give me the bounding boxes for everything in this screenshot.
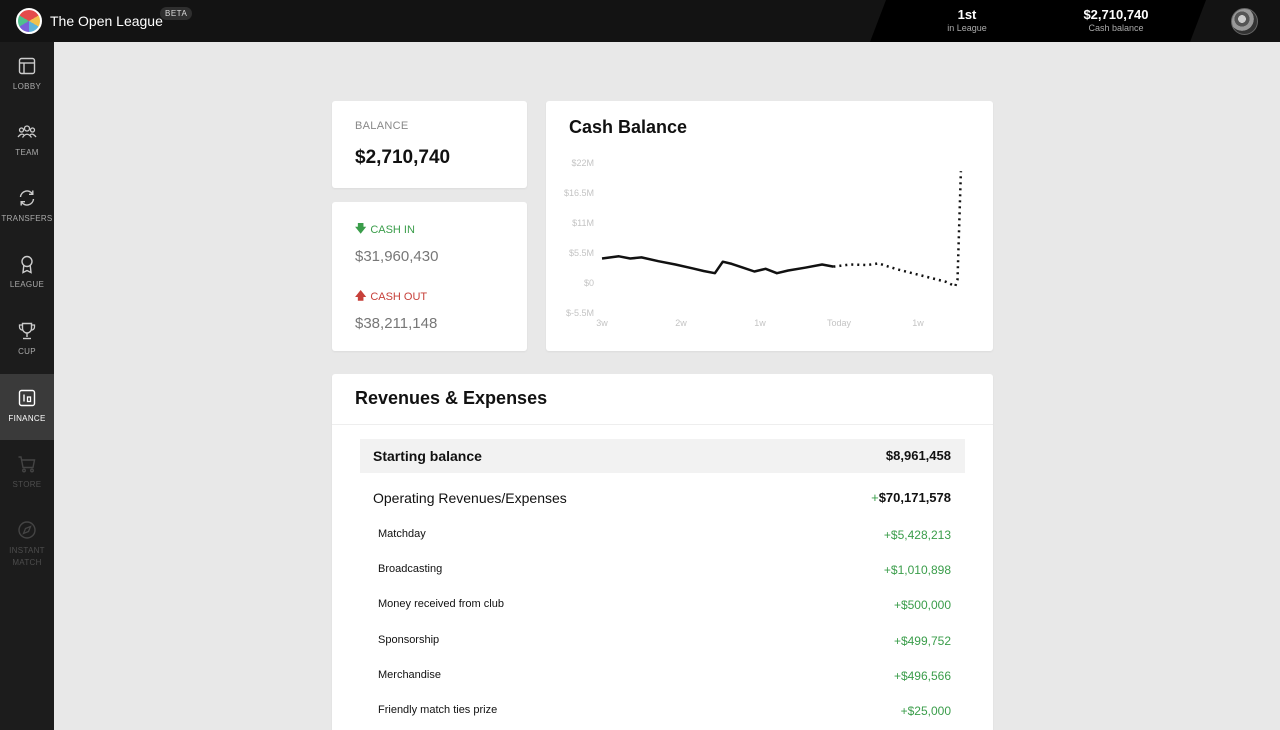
top-bar: The Open League BETA 1st in League $2,71…	[0, 0, 1280, 42]
line-item-label: Merchandise	[378, 669, 441, 681]
y-tick-label: $11M	[572, 218, 594, 228]
beta-badge: BETA	[160, 7, 193, 20]
app-name: The Open League	[50, 13, 163, 29]
sidebar-item-instant-match[interactable]: INSTANT MATCH	[0, 506, 54, 572]
balance-label: BALANCE	[355, 120, 409, 132]
league-rank-label: in League	[947, 23, 987, 33]
cart-icon	[18, 456, 36, 473]
balance-value: $2,710,740	[355, 147, 451, 168]
lobby-icon	[18, 57, 36, 75]
y-tick-label: $16.5M	[564, 188, 594, 198]
sidebar-item-label: TRANSFERS	[1, 214, 53, 223]
line-item-label: Money received from club	[378, 598, 504, 610]
revenues-expenses-card: Revenues & Expenses Starting balance $8,…	[332, 374, 993, 730]
sidebar-item-label: CUP	[18, 347, 36, 356]
operating-sign: +	[871, 490, 879, 505]
line-item-value: +$500,000	[893, 598, 951, 612]
league-rank-value: 1st	[957, 7, 977, 22]
sidebar-item-lobby[interactable]: LOBBY	[0, 42, 54, 108]
cash-in-label-text: CASH IN	[370, 223, 415, 236]
historical-balance-line	[601, 255, 834, 275]
line-item-value: +$499,752	[893, 634, 951, 648]
cash-out-label: 🡅 CASH OUT	[355, 287, 427, 306]
line-item-label: Friendly match ties prize	[378, 704, 498, 716]
list-item: Friendly match ties prize +$25,000	[360, 704, 965, 722]
line-item-label: Sponsorship	[378, 634, 440, 646]
sidebar-item-label: LEAGUE	[9, 280, 45, 289]
starting-balance-row: Starting balance $8,961,458	[360, 439, 965, 473]
operating-label: Operating Revenues/Expenses	[373, 490, 567, 506]
list-item: Broadcasting +$1,010,898	[360, 563, 965, 581]
cash-balance-value: $2,710,740	[1083, 7, 1149, 22]
arrow-up-icon: 🡅	[355, 290, 367, 302]
sidebar-item-team[interactable]: TEAM	[0, 108, 54, 174]
sidebar-item-transfers[interactable]: TRANSFERS	[0, 174, 54, 240]
line-item-label: Matchday	[378, 528, 426, 540]
list-item: Matchday +$5,428,213	[360, 528, 965, 546]
arrow-down-icon: 🡇	[355, 223, 367, 235]
line-item-value: +$25,000	[900, 704, 951, 718]
cash-in-value: $31,960,430	[355, 248, 439, 265]
line-item-value: +$1,010,898	[883, 563, 951, 577]
top-stats: 1st in League $2,710,740 Cash balance	[870, 0, 1280, 42]
list-item: Sponsorship +$499,752	[360, 634, 965, 652]
y-tick-label: $5.5M	[569, 248, 594, 258]
sidebar-item-league[interactable]: LEAGUE	[0, 240, 54, 306]
y-tick-label: $0	[584, 278, 594, 288]
league-logo-icon	[16, 8, 42, 34]
sidebar-item-label: STORE	[12, 480, 42, 489]
list-item: Merchandise +$496,566	[360, 669, 965, 687]
brand[interactable]: The Open League BETA	[16, 7, 193, 35]
sidebar: LOBBY TEAM TRANSFERS LEAGUE CUP FINANCE …	[0, 42, 54, 730]
chart-title: Cash Balance	[569, 117, 688, 137]
projected-balance-line	[833, 171, 963, 288]
operating-row[interactable]: Operating Revenues/Expenses +$70,171,578	[360, 490, 965, 510]
sidebar-item-finance[interactable]: FINANCE	[0, 374, 54, 440]
y-tick-label: $-5.5M	[566, 308, 594, 318]
league-rank-stat[interactable]: 1st in League	[932, 7, 1002, 33]
starting-balance-label: Starting balance	[373, 448, 482, 464]
balance-card: BALANCE $2,710,740	[332, 101, 527, 188]
cash-out-value: $38,211,148	[355, 315, 438, 332]
cash-balance-chart-card: Cash Balance $22M $16.5M $11M $5.5M $0 $-5.5M…	[546, 101, 993, 351]
cash-in-label: 🡇 CASH IN	[355, 220, 415, 239]
compass-icon	[18, 521, 36, 539]
x-tick-label: Today	[827, 318, 852, 328]
trophy-icon	[18, 322, 36, 340]
cash-out-label-text: CASH OUT	[370, 290, 428, 303]
starting-balance-value: $8,961,458	[885, 448, 951, 463]
sidebar-item-store[interactable]: STORE	[0, 440, 54, 506]
x-tick-label: 1w	[754, 318, 766, 328]
team-icon	[17, 125, 37, 138]
x-tick-label: 2w	[675, 318, 687, 328]
line-item-value: +$496,566	[893, 669, 951, 683]
user-avatar[interactable]	[1231, 8, 1258, 35]
medal-icon	[21, 255, 33, 274]
cash-flow-card: 🡇 CASH IN $31,960,430 🡅 CASH OUT $38,211…	[332, 202, 527, 351]
sidebar-item-label: INSTANT MATCH	[9, 546, 45, 567]
sidebar-item-label: FINANCE	[8, 414, 46, 423]
line-item-value: +$5,428,213	[883, 528, 951, 542]
sidebar-item-label: LOBBY	[12, 82, 42, 91]
divider	[332, 424, 993, 425]
cash-balance-label: Cash balance	[1088, 23, 1144, 33]
list-item: Money received from club +$500,000	[360, 598, 965, 616]
line-item-label: Broadcasting	[378, 563, 443, 575]
sidebar-item-label: TEAM	[15, 148, 39, 157]
y-tick-label: $22M	[571, 158, 594, 168]
x-tick-label: 1w	[912, 318, 924, 328]
operating-amount: $70,171,578	[878, 490, 951, 505]
cash-balance-stat[interactable]: $2,710,740 Cash balance	[1066, 7, 1166, 33]
x-tick-label: 3w	[596, 318, 608, 328]
sidebar-item-cup[interactable]: CUP	[0, 307, 54, 373]
operating-value: +$70,171,578	[871, 490, 951, 505]
finance-icon	[18, 389, 36, 407]
revenues-title: Revenues & Expenses	[355, 388, 548, 408]
transfers-icon	[19, 190, 35, 206]
